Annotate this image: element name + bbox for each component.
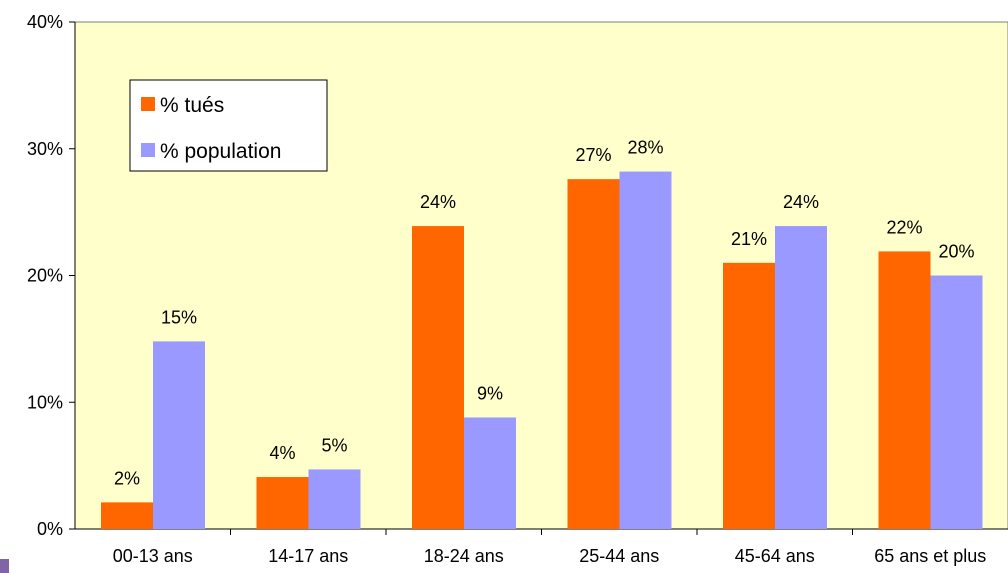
bar-killed [567, 179, 620, 530]
y-tick-label: 40% [27, 12, 63, 32]
data-label-population: 9% [477, 383, 503, 403]
bars: 2% 15% 4% 5% 24% 9% 27% 28% 21% 24% 22% 20% [101, 138, 983, 530]
x-category-label: 65 ans et plus [874, 546, 986, 566]
data-label-population: 28% [627, 138, 663, 158]
bar-population [464, 417, 516, 529]
bar-killed [256, 477, 309, 529]
legend-swatch-population [141, 143, 155, 157]
data-label-population: 24% [783, 192, 819, 212]
y-tick-label: 10% [27, 392, 63, 412]
data-label-killed: 21% [731, 229, 767, 249]
corner-marker [0, 559, 9, 573]
y-tick-label: 30% [27, 139, 63, 159]
y-tick-label: 0% [37, 519, 63, 539]
data-label-population: 5% [321, 435, 347, 455]
bar-population [153, 341, 205, 529]
bar-killed [101, 502, 153, 529]
x-category-label: 14-17 ans [268, 546, 348, 566]
legend-swatch-killed [141, 97, 155, 111]
data-label-killed: 4% [269, 443, 295, 463]
data-label-killed: 22% [886, 217, 922, 237]
y-axis-ticks: 0% 10% 20% 30% 40% [27, 12, 75, 539]
legend: % tués % population [129, 79, 328, 172]
x-category-label: 00-13 ans [113, 546, 193, 566]
data-label-population: 20% [938, 242, 974, 262]
legend-label-population: % population [160, 140, 281, 163]
bar-population [930, 275, 983, 529]
bar-killed [723, 262, 775, 529]
y-tick-label: 20% [27, 266, 63, 286]
x-category-label: 18-24 ans [424, 546, 504, 566]
bar-population [308, 469, 361, 529]
data-label-killed: 27% [575, 145, 611, 165]
bar-killed [412, 226, 464, 529]
data-label-killed: 2% [114, 468, 140, 488]
x-category-label: 25-44 ans [579, 546, 659, 566]
legend-label-killed: % tués [160, 94, 224, 117]
bar-population [775, 226, 827, 529]
bar-killed [878, 251, 931, 530]
x-category-label: 45-64 ans [735, 546, 815, 566]
data-label-population: 15% [161, 307, 197, 327]
data-label-killed: 24% [420, 192, 456, 212]
bar-population [619, 171, 672, 529]
legend-box [129, 79, 328, 172]
x-axis-categories: 00-13 ans 14-17 ans 18-24 ans 25-44 ans 45-6… [113, 529, 986, 566]
